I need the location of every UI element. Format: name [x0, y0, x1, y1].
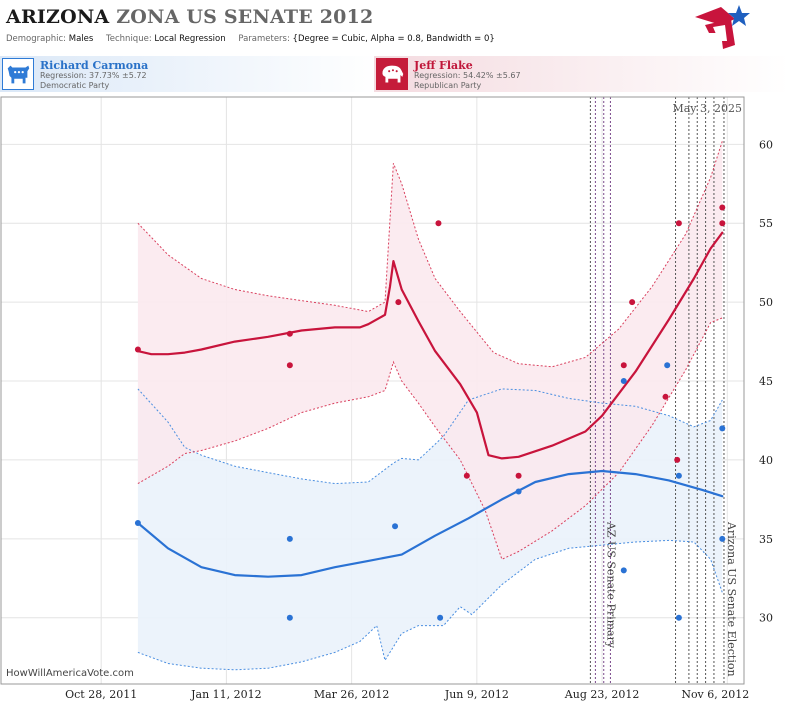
- x-tick-label: Jun 9, 2012: [444, 688, 509, 701]
- rep-band: [137, 141, 723, 560]
- y-tick-label: 50: [759, 296, 773, 309]
- dem-poll-point: [392, 523, 399, 530]
- rep-poll-point: [286, 362, 293, 369]
- x-tick-label: Nov 6, 2012: [681, 688, 749, 701]
- rep-poll-point: [134, 346, 141, 353]
- annotation-label: Arizona US Senate Election: [725, 521, 738, 677]
- rep-poll-point: [675, 220, 682, 227]
- event-lines: AZ US Senate Primary Arizona US Senate El…: [589, 97, 738, 684]
- page-title: ARIZONA ZONA US SENATE 2012: [6, 6, 373, 28]
- x-tick-label: Oct 28, 2011: [65, 688, 137, 701]
- technique-value: Local Regression: [154, 34, 226, 44]
- x-tick-label: Jan 11, 2012: [190, 688, 262, 701]
- dem-trend-line: [136, 469, 724, 578]
- dem-poll-point: [286, 535, 293, 542]
- rep-upper-bound: [137, 141, 723, 368]
- parameters-label: Parameters:: [238, 34, 290, 44]
- rep-poll-point: [662, 393, 669, 400]
- dem-poll-point: [134, 520, 141, 527]
- header: ARIZONA ZONA US SENATE 2012 Demographic:…: [0, 0, 789, 58]
- dem-poll-point: [664, 362, 671, 369]
- rep-poll-point: [719, 204, 726, 211]
- trend-lines: [136, 231, 724, 578]
- rep-poll-point: [435, 220, 442, 227]
- dem-poll-point: [515, 488, 522, 495]
- rep-candidate-name: Jeff Flake: [414, 59, 473, 72]
- rep-regression: Regression: 54.42% ±5.67: [414, 71, 521, 80]
- x-tick-label: Mar 26, 2012: [314, 688, 390, 701]
- date-label: May 3, 2025: [672, 102, 742, 115]
- y-tick-label: 35: [759, 533, 773, 546]
- state-name: ARIZONA: [6, 6, 110, 28]
- rep-poll-point: [629, 299, 636, 306]
- candidate-panel-rep: Jeff Flake Regression: 54.42% ±5.67 Repu…: [374, 56, 789, 92]
- parameters-line: Demographic: Males Technique: Local Regr…: [6, 34, 505, 44]
- dem-poll-point: [675, 614, 682, 621]
- race-name: ZONA US SENATE 2012: [116, 6, 374, 28]
- rep-poll-point: [515, 472, 522, 479]
- dem-regression: Regression: 37.73% ±5.72: [40, 71, 147, 80]
- democrat-donkey-icon: [2, 58, 34, 90]
- parameters-value: {Degree = Cubic, Alpha = 0.8, Bandwidth …: [292, 34, 495, 44]
- site-logo-icon[interactable]: [691, 3, 751, 53]
- dem-upper-bound: [137, 388, 723, 485]
- rep-party: Republican Party: [414, 81, 482, 90]
- y-tick-label: 30: [759, 612, 773, 625]
- y-tick-label: 40: [759, 454, 773, 467]
- rep-poll-point: [719, 220, 726, 227]
- dem-poll-point: [620, 567, 627, 574]
- y-tick-label: 45: [759, 375, 773, 388]
- dem-poll-point: [719, 425, 726, 432]
- dem-lower-bound: [137, 539, 723, 671]
- site-credit[interactable]: HowWillAmericaVote.com: [6, 668, 134, 679]
- annotation-label: AZ US Senate Primary: [605, 521, 618, 649]
- rep-confidence-band: [137, 141, 723, 560]
- plot-frame: [0, 96, 745, 685]
- x-tick-label: Aug 23, 2012: [564, 688, 640, 701]
- axes: 30 35 40 45 50 55 60 Oct 28, 2011 Jan 11, 2012 Ma…: [0, 96, 773, 701]
- dem-poll-point: [675, 472, 682, 479]
- y-tick-label: 55: [759, 217, 773, 230]
- rep-trend-line: [136, 231, 724, 460]
- technique-label: Technique:: [106, 34, 152, 44]
- candidate-panel-dem: Richard Carmona Regression: 37.73% ±5.72…: [0, 56, 380, 92]
- dem-candidate-name: Richard Carmona: [40, 59, 149, 72]
- rep-poll-point: [463, 472, 470, 479]
- rep-poll-point: [286, 330, 293, 337]
- republican-elephant-icon: [376, 58, 408, 90]
- rep-poll-point: [395, 299, 402, 306]
- rep-poll-point: [620, 362, 627, 369]
- demographic-label: Demographic:: [6, 34, 67, 44]
- dem-poll-point: [286, 614, 293, 621]
- y-tick-label: 60: [759, 138, 773, 151]
- dem-poll-point: [620, 378, 627, 385]
- dem-poll-point: [719, 535, 726, 542]
- dem-party: Democratic Party: [40, 81, 110, 90]
- dem-poll-point: [437, 614, 444, 621]
- demographic-value: Males: [68, 34, 94, 44]
- poll-points: [134, 204, 726, 621]
- rep-poll-point: [674, 456, 681, 463]
